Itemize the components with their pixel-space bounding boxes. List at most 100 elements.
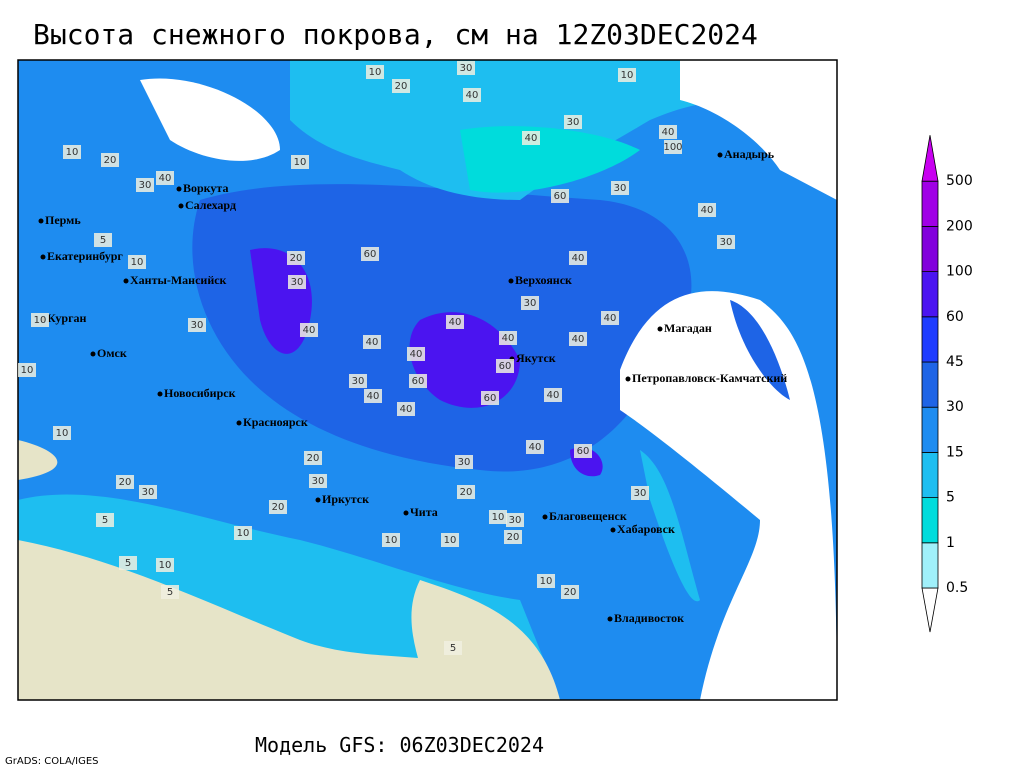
- city-label: Пермь: [45, 213, 81, 227]
- contour-label: 20: [307, 453, 320, 464]
- contour-label-box: [463, 88, 481, 102]
- contour-label-box: [96, 513, 114, 527]
- contour-label-box: [499, 331, 517, 345]
- contour-label-box: [457, 485, 475, 499]
- contour-label-box: [31, 313, 49, 327]
- contour-label-box: [288, 275, 306, 289]
- city-dot: [90, 351, 96, 357]
- city-label: Салехард: [185, 198, 236, 212]
- sea: [140, 78, 280, 161]
- snow-very-deep: [250, 248, 603, 477]
- contour-label: 40: [572, 253, 585, 264]
- legend-swatch: [921, 316, 939, 363]
- legend-level: 200: [946, 218, 973, 234]
- contour-label: 40: [159, 173, 172, 184]
- contour-label-box: [717, 235, 735, 249]
- city-dot: [610, 527, 616, 533]
- contour-label-box: [63, 145, 81, 159]
- contour-label: 20: [395, 81, 408, 92]
- city-dot: [40, 254, 46, 260]
- contour-label-box: [544, 388, 562, 402]
- contour-label: 40: [529, 442, 542, 453]
- contour-label-box: [444, 641, 462, 655]
- contour-label: 10: [131, 257, 144, 268]
- title: Высота снежного покрова, см на 12Z03DEC2…: [33, 18, 758, 51]
- city-dot: [123, 278, 129, 284]
- contour-label-box: [569, 332, 587, 346]
- contour-label: 20: [290, 253, 303, 264]
- legend-level: 500: [946, 173, 973, 189]
- city-dot: [315, 497, 321, 503]
- contour-label-box: [53, 426, 71, 440]
- city-label: Красноярск: [243, 415, 308, 429]
- sea-ice: [460, 126, 640, 193]
- contour-label: 10: [159, 560, 172, 571]
- contour-label: 5: [450, 643, 456, 654]
- contour-label: 40: [525, 133, 538, 144]
- contour-label: 40: [410, 349, 423, 360]
- city-dot: [236, 420, 242, 426]
- contour-label: 30: [291, 277, 304, 288]
- legend-level: 45: [946, 354, 964, 370]
- legend-swatch: [921, 271, 939, 318]
- contour-label-box: [397, 402, 415, 416]
- sakhalin: [640, 450, 700, 602]
- city-label: Хабаровск: [617, 522, 675, 536]
- city-label: Иркутск: [322, 492, 369, 506]
- map: Воркута Салехард Пермь Екатеринбург Ханты-Ма…: [17, 59, 838, 701]
- city-label: Благовещенск: [549, 509, 627, 523]
- contour-label: 5: [102, 515, 108, 526]
- contour-label-box: [407, 347, 425, 361]
- sea: [680, 60, 837, 200]
- city-dot: [657, 326, 663, 332]
- contour-label-box: [234, 526, 252, 540]
- contour-label: 20: [507, 532, 520, 543]
- city-label: Петропавловск-Камчатский: [632, 371, 787, 385]
- contour-label-box: [364, 389, 382, 403]
- contour-label: 30: [139, 180, 152, 191]
- city-dot: [508, 278, 514, 284]
- contour-label-box: [128, 255, 146, 269]
- contour-label-box: [551, 189, 569, 203]
- legend-swatch: [921, 361, 939, 408]
- contour-label: 20: [564, 587, 577, 598]
- contour-label: 30: [509, 515, 522, 526]
- contour-label: 20: [119, 477, 132, 488]
- kamchatka: [730, 300, 790, 400]
- contour-label-box: [664, 140, 682, 154]
- contour-label: 30: [634, 488, 647, 499]
- contour-label: 10: [34, 315, 47, 326]
- legend-level: 0.5: [946, 580, 968, 596]
- contour-label-box: [631, 486, 649, 500]
- city-label: Верхоянск: [515, 273, 572, 287]
- contour-label-box: [489, 510, 507, 524]
- contour-label-box: [287, 251, 305, 265]
- city-dot: [178, 203, 184, 209]
- contour-label-box: [496, 359, 514, 373]
- contour-label: 40: [400, 404, 413, 415]
- city-label: Ханты-Мансийск: [130, 273, 227, 287]
- city-label: Магадан: [664, 321, 712, 335]
- city-dot: [542, 514, 548, 520]
- contour-label-box: [366, 65, 384, 79]
- contour-label-box: [156, 171, 174, 185]
- map-frame: [17, 59, 838, 701]
- contour-label-box: [446, 315, 464, 329]
- contour-label: 30: [352, 376, 365, 387]
- contour-label: 60: [499, 361, 512, 372]
- contour-label: 30: [142, 487, 155, 498]
- legend-level: 100: [946, 264, 973, 280]
- legend-swatch: [921, 406, 939, 453]
- contour-label: 40: [572, 334, 585, 345]
- legend-swatch: [921, 542, 939, 589]
- contour-label: 40: [604, 313, 617, 324]
- legend-level: 5: [946, 490, 955, 506]
- contour-label-box: [457, 61, 475, 75]
- city-dot: [625, 376, 631, 382]
- legend-swatch: [921, 451, 939, 498]
- contour-label-box: [601, 311, 619, 325]
- contour-label: 40: [466, 90, 479, 101]
- city-dot: [38, 218, 44, 224]
- contour-label: 30: [524, 298, 537, 309]
